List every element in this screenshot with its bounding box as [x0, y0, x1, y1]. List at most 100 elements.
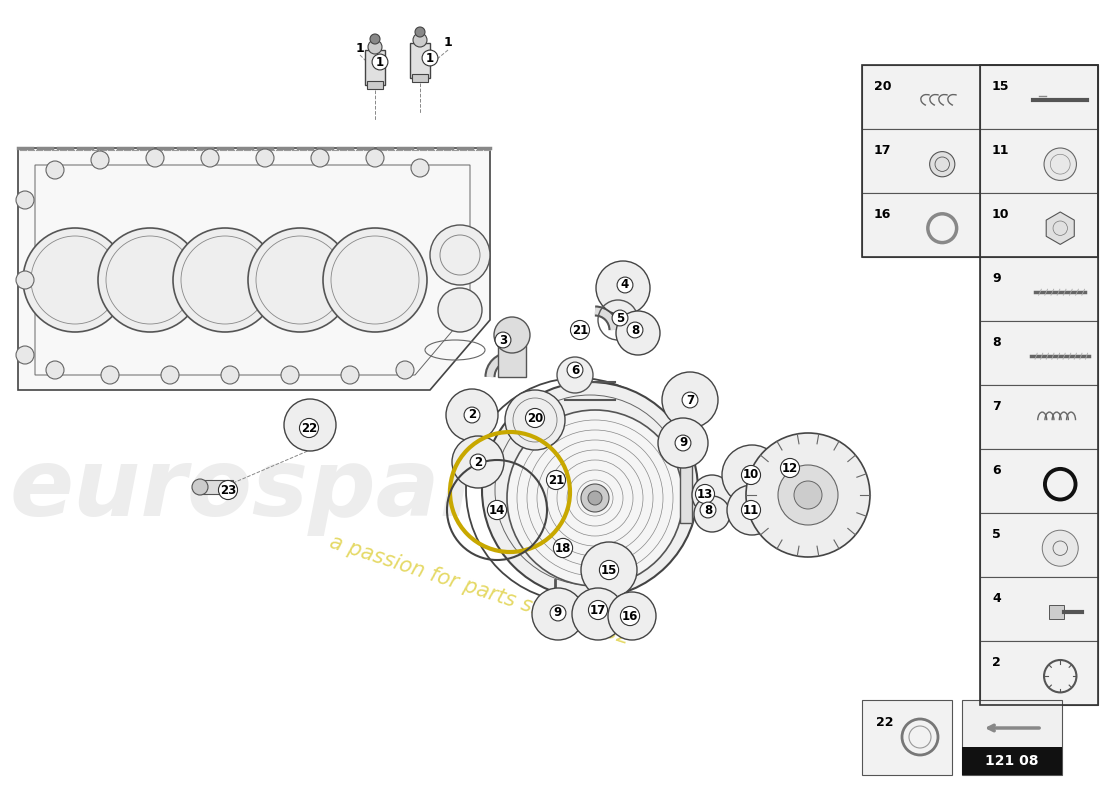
Text: 15: 15 [992, 80, 1010, 93]
Circle shape [532, 588, 584, 640]
Circle shape [91, 151, 109, 169]
Text: 8: 8 [631, 323, 639, 337]
Text: 9: 9 [992, 272, 1001, 285]
Text: 6: 6 [992, 464, 1001, 477]
Circle shape [662, 372, 718, 428]
Text: 3: 3 [499, 334, 507, 346]
Bar [980, 129, 1098, 193]
Text: 1: 1 [355, 42, 364, 54]
Circle shape [16, 346, 34, 364]
Bar [980, 257, 1098, 321]
Text: 15: 15 [601, 563, 617, 577]
Circle shape [452, 436, 504, 488]
Circle shape [930, 152, 955, 177]
Text: 8: 8 [704, 503, 712, 517]
Circle shape [557, 357, 593, 393]
Text: 17: 17 [590, 603, 606, 617]
Circle shape [16, 271, 34, 289]
Circle shape [581, 484, 609, 512]
Bar [962, 747, 1062, 775]
Text: 17: 17 [874, 144, 891, 157]
Bar [412, 74, 428, 82]
Text: 2: 2 [992, 656, 1001, 669]
Circle shape [411, 159, 429, 177]
Text: 16: 16 [621, 610, 638, 622]
Circle shape [608, 592, 656, 640]
Text: 8: 8 [992, 336, 1001, 349]
Text: 121 08: 121 08 [986, 754, 1038, 768]
Circle shape [1042, 530, 1078, 566]
Circle shape [778, 465, 838, 525]
Circle shape [658, 418, 708, 468]
Circle shape [46, 361, 64, 379]
Bar [980, 577, 1098, 641]
Circle shape [256, 149, 274, 167]
Circle shape [572, 588, 624, 640]
Circle shape [323, 228, 427, 332]
Circle shape [596, 261, 650, 315]
Circle shape [46, 161, 64, 179]
Circle shape [98, 228, 202, 332]
Circle shape [616, 311, 660, 355]
Bar [862, 65, 980, 129]
Circle shape [794, 481, 822, 509]
Circle shape [694, 496, 730, 532]
Polygon shape [18, 148, 490, 390]
Bar [980, 449, 1098, 513]
Bar [1049, 605, 1064, 619]
Circle shape [284, 399, 336, 451]
Text: 1: 1 [426, 51, 434, 65]
Circle shape [505, 390, 565, 450]
Bar [980, 513, 1098, 577]
Text: 22: 22 [301, 422, 317, 434]
Bar [862, 65, 1098, 257]
Text: 12: 12 [782, 462, 799, 474]
Text: 4: 4 [620, 278, 629, 291]
Text: 23: 23 [220, 483, 236, 497]
Text: 20: 20 [874, 80, 891, 93]
Circle shape [446, 389, 498, 441]
Text: 16: 16 [874, 208, 891, 221]
Circle shape [727, 485, 777, 535]
Circle shape [438, 288, 482, 332]
Text: 1: 1 [443, 35, 452, 49]
Circle shape [507, 410, 683, 586]
Circle shape [482, 382, 698, 598]
Circle shape [16, 191, 34, 209]
Text: 7: 7 [686, 394, 694, 406]
Bar [962, 700, 1062, 775]
Circle shape [101, 366, 119, 384]
Bar [980, 385, 1098, 449]
Circle shape [430, 225, 490, 285]
Bar [680, 418, 692, 523]
Text: 9: 9 [554, 606, 562, 619]
Circle shape [280, 366, 299, 384]
Circle shape [494, 317, 530, 353]
Circle shape [366, 149, 384, 167]
Circle shape [415, 27, 425, 37]
Circle shape [368, 40, 382, 54]
Circle shape [412, 33, 427, 47]
Text: 4: 4 [992, 592, 1001, 605]
Bar [198, 480, 233, 494]
Text: 2: 2 [474, 455, 482, 469]
Text: 13: 13 [697, 487, 713, 501]
Circle shape [173, 228, 277, 332]
Text: 7: 7 [992, 400, 1001, 413]
Bar [980, 321, 1098, 385]
Bar [367, 81, 383, 89]
Circle shape [161, 366, 179, 384]
Text: 10: 10 [992, 208, 1010, 221]
Circle shape [692, 475, 732, 515]
Text: 10: 10 [742, 469, 759, 482]
Bar [980, 65, 1098, 129]
Circle shape [1044, 148, 1077, 181]
Circle shape [192, 479, 208, 495]
Bar [862, 129, 980, 193]
Text: 22: 22 [876, 716, 893, 729]
Circle shape [341, 366, 359, 384]
Text: 21: 21 [548, 474, 564, 486]
Text: 5: 5 [616, 311, 624, 325]
Text: eurospare: eurospare [10, 444, 551, 536]
Circle shape [248, 228, 352, 332]
